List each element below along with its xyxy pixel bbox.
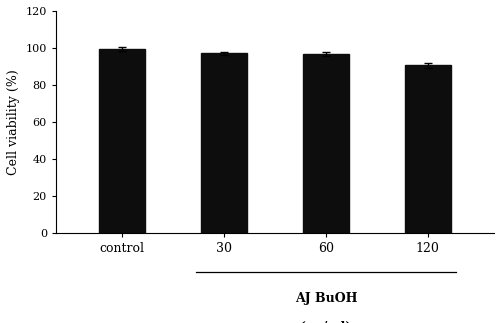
Bar — [99, 49, 145, 233]
Text: (μg/ml): (μg/ml) — [300, 321, 352, 323]
Bar — [201, 53, 247, 233]
Bar — [405, 66, 451, 233]
Text: AJ BuOH: AJ BuOH — [295, 292, 357, 305]
Bar — [303, 54, 349, 233]
Y-axis label: Cell viability (%): Cell viability (%) — [7, 69, 20, 175]
